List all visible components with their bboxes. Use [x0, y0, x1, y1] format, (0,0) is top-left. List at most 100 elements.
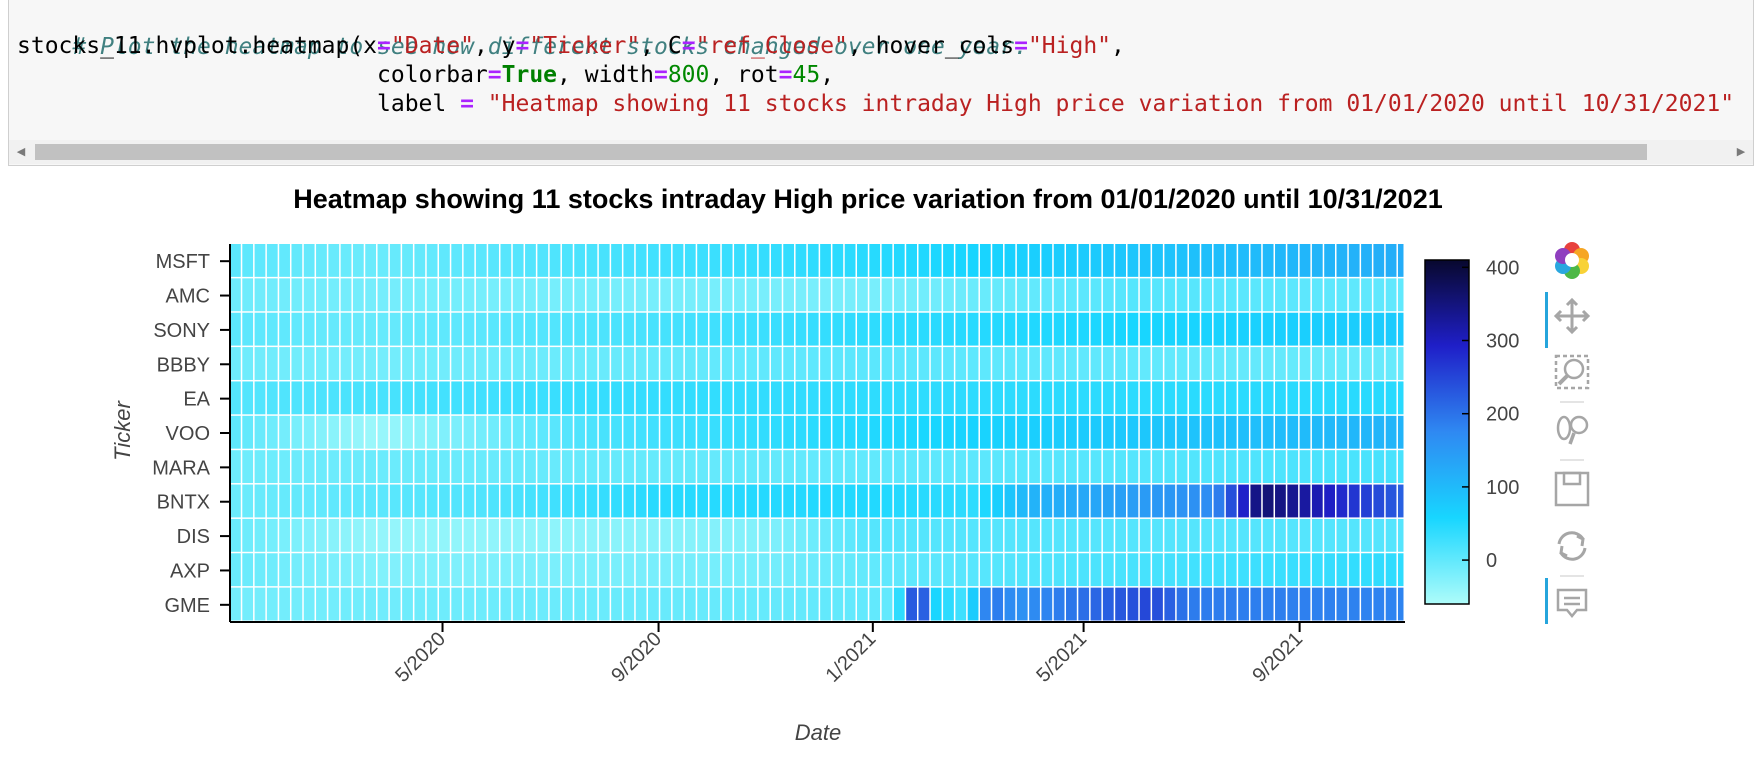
- heatmap-cell: [660, 278, 672, 312]
- heatmap-cell: [328, 484, 340, 518]
- heatmap-cell: [967, 312, 979, 346]
- heatmap-cell: [414, 553, 426, 587]
- heatmap-cell: [1361, 381, 1372, 415]
- heatmap-cell: [561, 450, 573, 484]
- heatmap-cell: [930, 450, 942, 484]
- heatmap-cell: [1311, 244, 1323, 277]
- heatmap-cell: [242, 518, 254, 552]
- heatmap-cell: [1213, 587, 1225, 621]
- heatmap-cell: [820, 312, 831, 346]
- heatmap-cell: [414, 347, 426, 380]
- heatmap-cell: [451, 553, 463, 587]
- heatmap-cell: [1041, 381, 1053, 415]
- heatmap-cell: [574, 518, 586, 552]
- heatmap-cell: [389, 587, 401, 621]
- heatmap-cell: [365, 415, 377, 449]
- heatmap-cell: [697, 415, 708, 449]
- heatmap-cell: [1201, 587, 1213, 621]
- colorbar-tick-label: 100: [1486, 477, 1519, 499]
- heatmap-cell: [1139, 312, 1151, 346]
- horizontal-scrollbar[interactable]: ◀ ▶: [9, 140, 1753, 164]
- heatmap-cell: [770, 484, 782, 518]
- heatmap-cell: [881, 484, 893, 518]
- chart-toolbar[interactable]: [1545, 242, 1591, 624]
- heatmap-cell: [352, 518, 364, 552]
- scroll-right-arrow-icon[interactable]: ▶: [1736, 146, 1746, 158]
- heatmap-cell: [967, 381, 979, 415]
- heatmap-cell: [734, 244, 745, 277]
- heatmap-cell: [488, 450, 499, 484]
- heatmap-cell: [512, 312, 524, 346]
- heatmap-cell: [389, 278, 401, 312]
- code-string: "Ticker": [529, 33, 641, 59]
- heatmap-cell: [746, 278, 758, 312]
- code-cell[interactable]: # Plot the heatmap to see how different …: [8, 0, 1754, 166]
- heatmap-cell: [598, 484, 610, 518]
- heatmap-cell: [549, 312, 561, 346]
- heatmap-cell: [414, 381, 426, 415]
- heatmap-cell: [1201, 381, 1213, 415]
- scroll-left-arrow-icon[interactable]: ◀: [16, 146, 26, 158]
- heatmap-cell: [832, 518, 844, 552]
- heatmap-cell: [1029, 484, 1040, 518]
- heatmap-cell: [1262, 553, 1274, 587]
- heatmap-cell: [414, 518, 426, 552]
- heatmap-cell: [844, 518, 856, 552]
- reset-icon[interactable]: [1557, 531, 1587, 561]
- heatmap-cell: [500, 587, 512, 621]
- heatmap-cell: [574, 415, 586, 449]
- heatmap-cell: [918, 278, 930, 312]
- heatmap-cell: [746, 450, 758, 484]
- heatmap-cell: [328, 587, 340, 621]
- heatmap-cell: [549, 587, 561, 621]
- code-text: , rot: [709, 62, 779, 88]
- heatmap-cell: [906, 347, 917, 380]
- heatmap-cell: [266, 587, 278, 621]
- heatmap-cell: [893, 244, 905, 277]
- heatmap-cell: [992, 450, 1004, 484]
- heatmap-cell: [1152, 381, 1163, 415]
- heatmap-cell: [758, 518, 770, 552]
- heatmap-cell: [1250, 312, 1262, 346]
- heatmap-cell: [807, 587, 819, 621]
- heatmap-cell: [266, 244, 278, 277]
- heatmap-cell: [746, 347, 758, 380]
- heatmap-cell: [1324, 450, 1335, 484]
- heatmap-cell: [881, 415, 893, 449]
- heatmap-cell: [795, 587, 807, 621]
- heatmap-cell: [475, 312, 487, 346]
- heatmap-cell: [709, 347, 721, 380]
- heatmap-cell: [918, 518, 930, 552]
- heatmap-cell: [832, 587, 844, 621]
- heatmap-cell: [820, 484, 831, 518]
- heatmap-cell: [598, 312, 610, 346]
- heatmap-cell: [1397, 484, 1404, 518]
- heatmap-cell: [1102, 553, 1114, 587]
- heatmap-cell: [1115, 278, 1126, 312]
- wheel-zoom-icon[interactable]: [1556, 415, 1589, 445]
- box-zoom-icon[interactable]: [1554, 354, 1590, 390]
- heatmap-cell: [1188, 518, 1200, 552]
- heatmap-cell: [1139, 450, 1151, 484]
- heatmap-cell: [807, 347, 819, 380]
- code-operator: =: [1014, 33, 1028, 59]
- save-icon[interactable]: [1554, 471, 1590, 507]
- heatmap-cell: [1348, 450, 1360, 484]
- bokeh-logo[interactable]: [1555, 242, 1589, 279]
- heatmap-cell: [463, 312, 475, 346]
- pan-icon[interactable]: [1553, 297, 1591, 335]
- hover-icon[interactable]: [1556, 588, 1588, 618]
- heatmap-cell: [1029, 518, 1040, 552]
- heatmap-cell: [734, 381, 745, 415]
- chart-title: Heatmap showing 11 stocks intraday High …: [293, 184, 1442, 214]
- heatmap-cell: [1373, 347, 1385, 380]
- heatmap-cell: [537, 347, 549, 380]
- heatmap-cell: [574, 278, 586, 312]
- scroll-thumb[interactable]: [35, 144, 1647, 160]
- heatmap-chart[interactable]: MSFT AMC SONY BBBY EA VOO MARA BNTX DIS AXP GME 5/2…: [0, 166, 1756, 762]
- heatmap-cell: [1188, 244, 1200, 277]
- heatmap-cell: [598, 587, 610, 621]
- heatmap-cell: [1238, 518, 1249, 552]
- heatmap-cell: [1090, 381, 1102, 415]
- heatmap-cell: [721, 312, 733, 346]
